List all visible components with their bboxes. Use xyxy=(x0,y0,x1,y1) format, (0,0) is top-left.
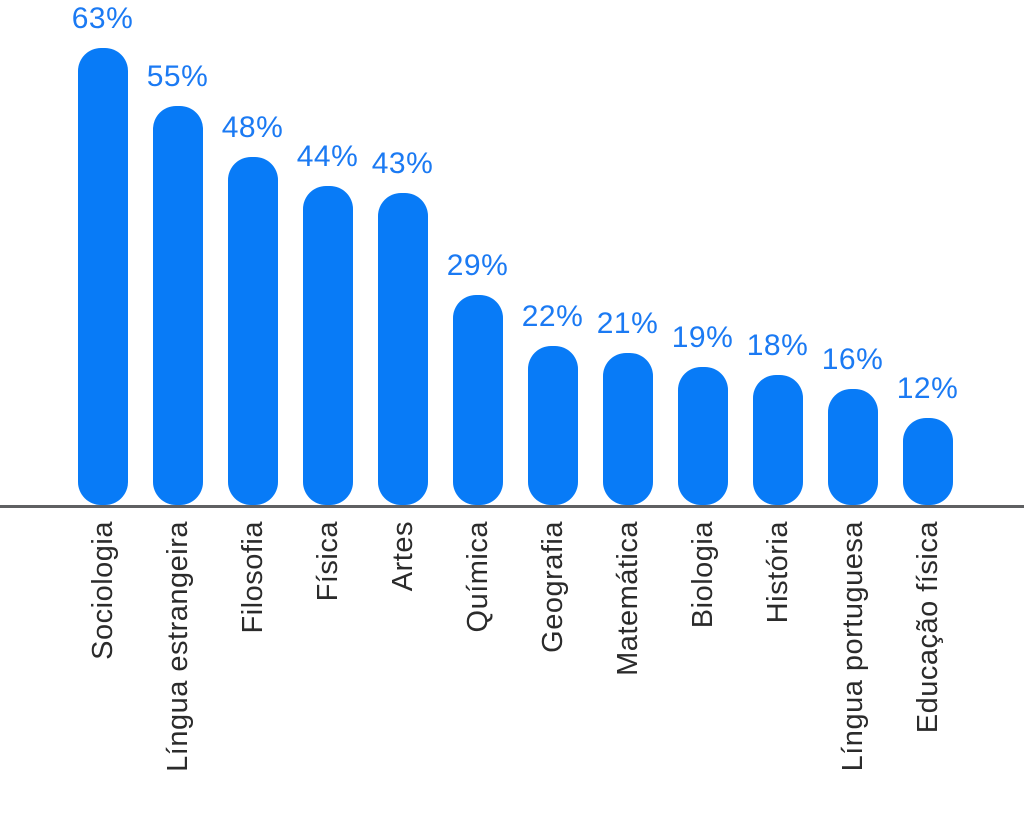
bar-column: 21% xyxy=(590,307,665,505)
category-label: Sociologia xyxy=(86,521,119,660)
bar-value-label: 22% xyxy=(521,299,584,333)
plot-area: 63% 55% 48% 44% 43% 29% 22% 21% 19% 18% 16% 12% xyxy=(65,2,965,505)
bar xyxy=(752,374,803,505)
bar-value-label: 12% xyxy=(896,372,959,405)
bar xyxy=(152,106,203,505)
x-axis-line xyxy=(0,505,1024,508)
category-label: História xyxy=(761,521,794,624)
bar xyxy=(602,352,653,505)
bar-column: 63% xyxy=(65,2,140,505)
x-axis-labels: Sociologia Língua estrangeira Filosofia Fís… xyxy=(0,508,1024,824)
bar-column: 44% xyxy=(290,140,365,505)
category-column: Matemática xyxy=(590,521,665,824)
bar-column: 16% xyxy=(815,343,890,505)
category-column: Educação física xyxy=(890,521,965,824)
category-label: Língua portuguesa xyxy=(836,521,869,772)
bar xyxy=(677,367,728,505)
category-column: Sociologia xyxy=(65,521,140,824)
category-label: Física xyxy=(311,521,344,602)
bar xyxy=(227,157,278,505)
bar-value-label: 55% xyxy=(146,60,209,94)
category-column: Química xyxy=(440,521,515,824)
bar-value-label: 44% xyxy=(296,140,359,173)
bar-column: 29% xyxy=(440,249,515,505)
bar-value-label: 18% xyxy=(746,328,809,362)
category-label: Geografia xyxy=(536,521,569,653)
bar-column: 12% xyxy=(890,372,965,505)
category-column: Biologia xyxy=(665,521,740,824)
bar xyxy=(827,389,878,505)
bar-value-label: 48% xyxy=(221,111,284,144)
category-column: Língua estrangeira xyxy=(140,521,215,824)
category-label: Química xyxy=(461,521,494,633)
bar-column: 43% xyxy=(365,147,440,505)
bar-value-label: 19% xyxy=(671,321,734,355)
bar-column: 18% xyxy=(740,328,815,505)
category-column: História xyxy=(740,521,815,824)
bar-value-label: 29% xyxy=(446,248,509,282)
bar xyxy=(527,345,578,505)
bar xyxy=(452,294,503,505)
bar-value-label: 63% xyxy=(71,2,134,36)
bar-value-label: 43% xyxy=(371,147,434,181)
category-label: Educação física xyxy=(911,521,944,734)
category-column: Geografia xyxy=(515,521,590,824)
bar-column: 19% xyxy=(665,321,740,505)
bar xyxy=(302,186,353,505)
category-column: Filosofia xyxy=(215,521,290,824)
bar-value-label: 16% xyxy=(821,343,884,376)
bar xyxy=(902,418,953,505)
bar-value-label: 21% xyxy=(596,306,659,340)
category-label: Biologia xyxy=(686,521,719,629)
category-column: Artes xyxy=(365,521,440,824)
category-label: Filosofia xyxy=(236,521,269,634)
category-label: Matemática xyxy=(611,521,644,676)
category-column: Língua portuguesa xyxy=(815,521,890,824)
bar xyxy=(377,193,428,505)
category-label: Artes xyxy=(386,521,419,592)
bar-column: 22% xyxy=(515,299,590,505)
bar-column: 55% xyxy=(140,60,215,505)
bar-column: 48% xyxy=(215,111,290,505)
category-column: Física xyxy=(290,521,365,824)
category-label: Língua estrangeira xyxy=(161,521,194,772)
bar xyxy=(77,48,128,505)
